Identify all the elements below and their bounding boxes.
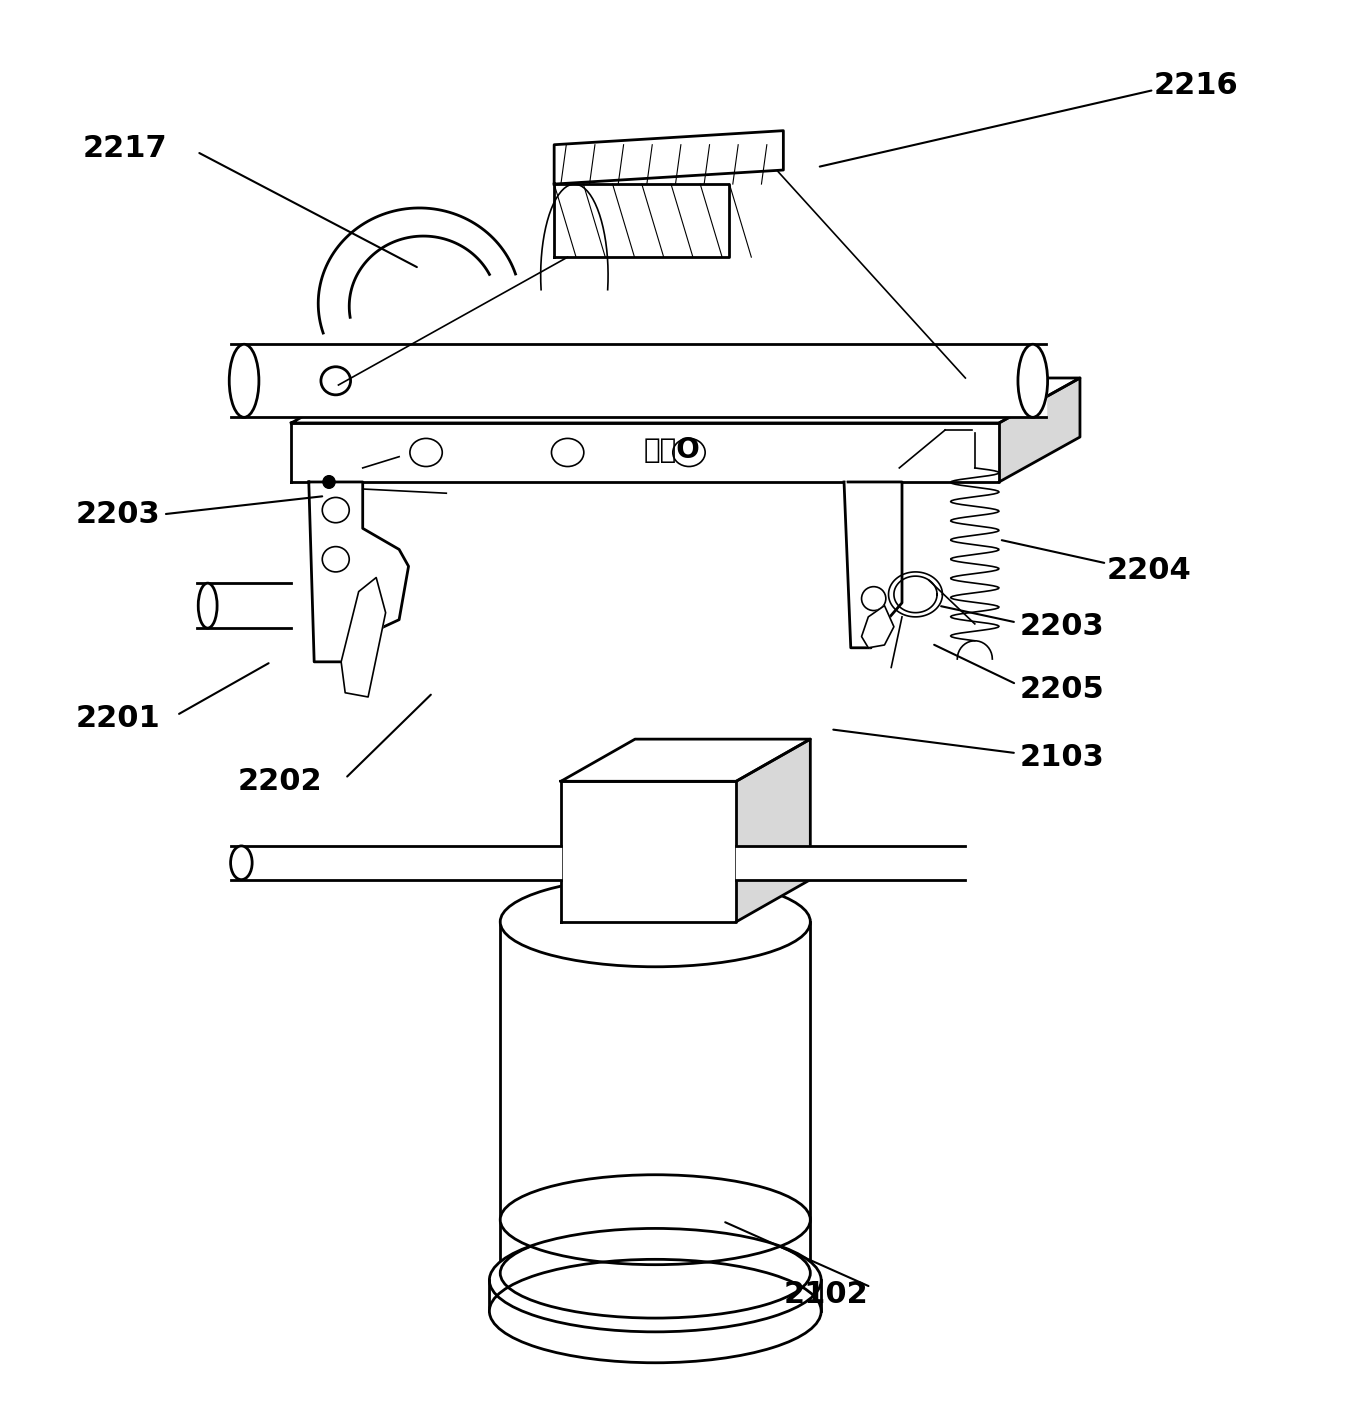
Text: 2216: 2216 bbox=[1154, 72, 1239, 100]
Text: 2203: 2203 bbox=[76, 500, 161, 529]
Ellipse shape bbox=[231, 846, 253, 880]
Ellipse shape bbox=[199, 583, 218, 628]
Polygon shape bbox=[292, 422, 1000, 482]
Text: 2205: 2205 bbox=[1019, 676, 1104, 704]
Polygon shape bbox=[1000, 377, 1079, 482]
Ellipse shape bbox=[500, 1228, 811, 1318]
Bar bbox=[231, 345, 1046, 417]
Text: 2201: 2201 bbox=[76, 704, 161, 732]
Bar bbox=[197, 583, 292, 628]
Polygon shape bbox=[736, 739, 811, 922]
Ellipse shape bbox=[500, 877, 811, 967]
Ellipse shape bbox=[322, 366, 350, 394]
Bar bbox=[231, 846, 561, 880]
Text: 2102: 2102 bbox=[784, 1280, 869, 1308]
Polygon shape bbox=[292, 377, 1079, 422]
Ellipse shape bbox=[489, 1259, 821, 1363]
Polygon shape bbox=[862, 605, 894, 648]
Ellipse shape bbox=[323, 546, 349, 572]
Text: 2203: 2203 bbox=[1019, 612, 1104, 641]
Ellipse shape bbox=[551, 438, 584, 466]
Ellipse shape bbox=[323, 497, 349, 522]
Polygon shape bbox=[309, 482, 408, 662]
Ellipse shape bbox=[409, 438, 442, 466]
Polygon shape bbox=[561, 739, 811, 781]
Polygon shape bbox=[554, 184, 730, 258]
Polygon shape bbox=[844, 482, 902, 648]
Text: 2204: 2204 bbox=[1106, 556, 1192, 584]
Ellipse shape bbox=[230, 345, 259, 417]
Bar bbox=[500, 922, 811, 1273]
Text: 2202: 2202 bbox=[238, 767, 322, 796]
Ellipse shape bbox=[862, 587, 886, 611]
Text: 2217: 2217 bbox=[82, 134, 168, 163]
Ellipse shape bbox=[1017, 345, 1047, 417]
Ellipse shape bbox=[489, 1228, 821, 1332]
Polygon shape bbox=[342, 577, 385, 697]
Polygon shape bbox=[561, 781, 736, 922]
Bar bbox=[736, 846, 966, 880]
Text: 2103: 2103 bbox=[1019, 743, 1104, 772]
Polygon shape bbox=[554, 131, 784, 184]
Ellipse shape bbox=[500, 1174, 811, 1264]
Text: ᖴᖴO: ᖴᖴO bbox=[644, 435, 701, 463]
Ellipse shape bbox=[323, 476, 335, 489]
Ellipse shape bbox=[673, 438, 705, 466]
